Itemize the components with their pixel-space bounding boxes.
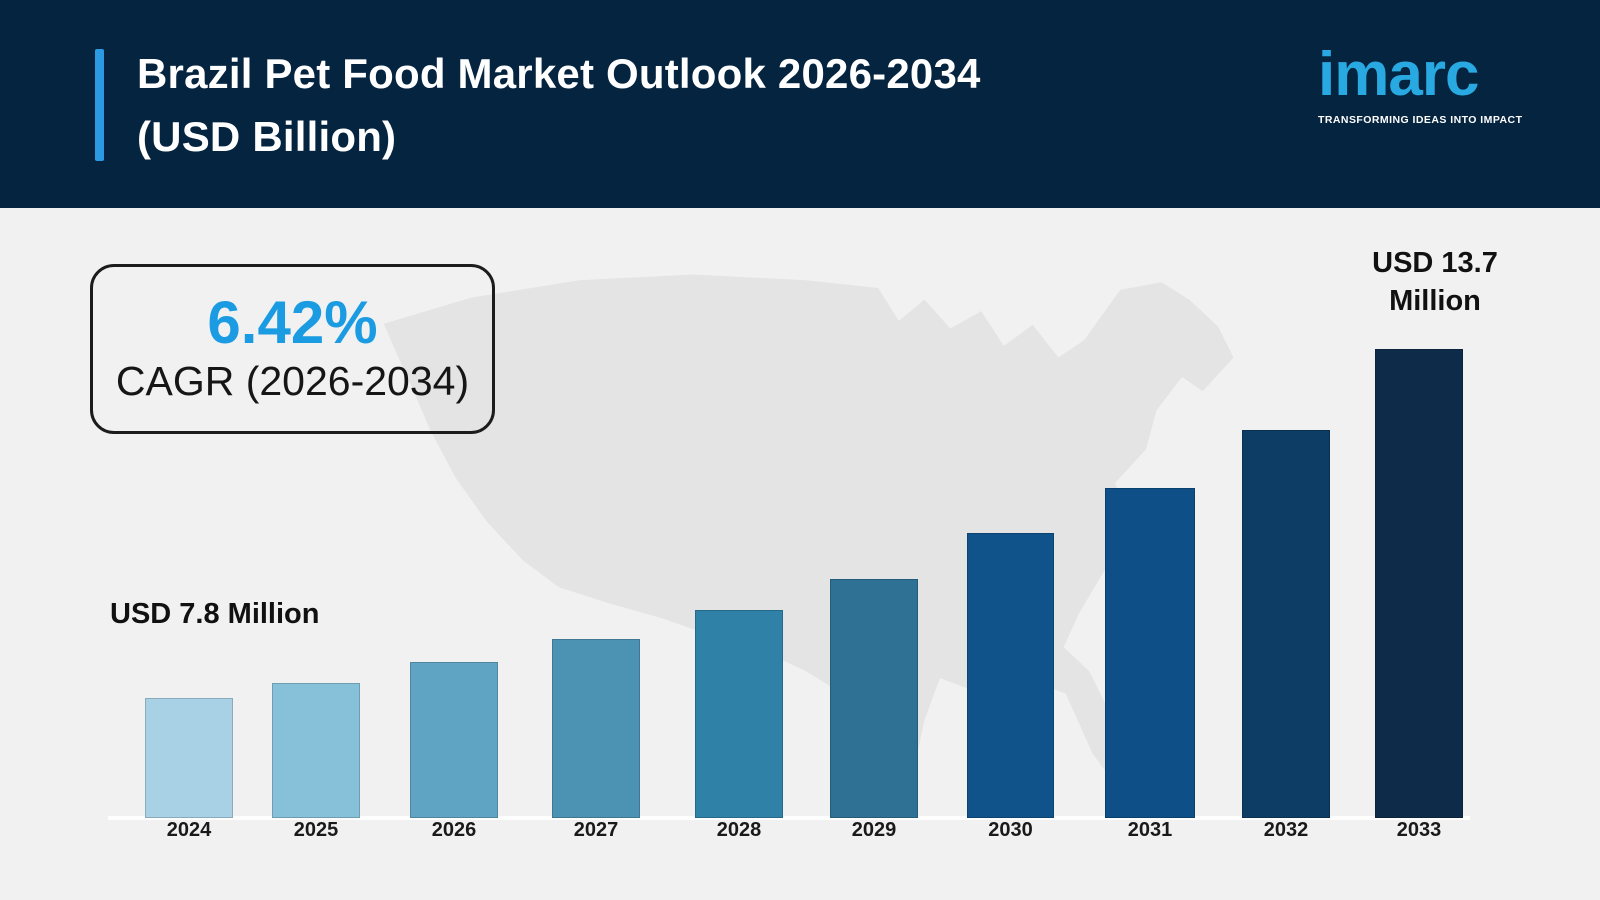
- last-bar-value-line2: Million: [1389, 285, 1481, 317]
- imarc-logo-tagline: TRANSFORMING IDEAS INTO IMPACT: [1318, 114, 1523, 126]
- first-bar-value-label: USD 7.8 Million: [110, 598, 320, 630]
- bar-2031: [1105, 488, 1195, 818]
- bar-chart: 2024 2025 2026 2027 2028 2029 2030 2031 2032 2033: [0, 208, 1600, 900]
- last-bar-value-line1: USD 13.7: [1372, 247, 1498, 279]
- bar-2033: [1375, 349, 1463, 818]
- x-axis-label-2025: 2025: [293, 819, 339, 841]
- bar-2027: [552, 639, 640, 818]
- x-axis-label-2028: 2028: [716, 819, 762, 841]
- x-axis-label-2032: 2032: [1263, 819, 1309, 841]
- x-axis-label-2024: 2024: [166, 819, 212, 841]
- x-axis-label-2027: 2027: [573, 819, 619, 841]
- bar-2029: [830, 579, 918, 818]
- x-axis-label-2033: 2033: [1396, 819, 1442, 841]
- cagr-label: CAGR (2026-2034): [115, 358, 470, 404]
- x-axis-label-2031: 2031: [1127, 819, 1173, 841]
- cagr-value: 6.42%: [207, 289, 378, 356]
- chart-body: 6.42% CAGR (2026-2034) USD 7.8 Million U…: [0, 208, 1600, 900]
- bar-2024: [145, 698, 233, 818]
- bar-2030: [967, 533, 1054, 818]
- x-axis-label-2029: 2029: [851, 819, 897, 841]
- imarc-logo: imarc TRANSFORMING IDEAS INTO IMPACT: [1318, 40, 1523, 126]
- x-axis-baseline: [108, 816, 1470, 820]
- x-axis-label-2026: 2026: [431, 819, 477, 841]
- page-title: Brazil Pet Food Market Outlook 2026-2034…: [137, 42, 981, 168]
- cagr-callout-box: 6.42% CAGR (2026-2034): [90, 264, 495, 434]
- page-title-line2: (USD Billion): [137, 113, 397, 160]
- imarc-logo-wordmark: imarc: [1318, 40, 1479, 109]
- bar-2025: [272, 683, 360, 818]
- bar-2032: [1242, 430, 1330, 818]
- last-bar-value-label: USD 13.7 Million: [1345, 244, 1525, 320]
- bar-2026: [410, 662, 498, 818]
- page-title-line1: Brazil Pet Food Market Outlook 2026-2034: [137, 50, 981, 97]
- title-accent-bar: [95, 49, 104, 161]
- header-band: Brazil Pet Food Market Outlook 2026-2034…: [0, 0, 1600, 208]
- x-axis-label-2030: 2030: [988, 819, 1033, 841]
- bar-2028: [695, 610, 783, 818]
